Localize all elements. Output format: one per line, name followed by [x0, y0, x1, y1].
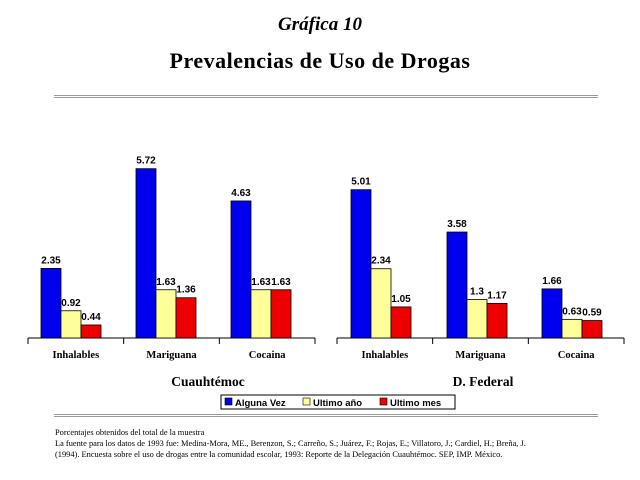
bar: [40, 268, 62, 339]
data-label: 0.92: [61, 298, 81, 309]
panel-title: Cuauhtémoc: [171, 374, 245, 389]
data-label: 5.01: [351, 177, 371, 188]
data-label: 1.63: [156, 277, 176, 288]
footnote-line: Porcentajes obtenidos del total de la mu…: [55, 428, 205, 437]
bar: [80, 324, 102, 339]
footnotes: Porcentajes obtenidos del total de la mu…: [55, 427, 615, 460]
chart-supertitle: Gráfica 10: [278, 14, 362, 35]
data-label: 0.44: [81, 312, 101, 323]
data-label: 1.36: [176, 285, 196, 296]
bar: [370, 268, 392, 339]
legend-swatch: [379, 397, 388, 406]
chart-area: Inhalables2.350.920.44Mariguana5.721.631…: [27, 156, 625, 410]
data-label: 2.35: [41, 255, 61, 266]
legend-label: Alguna Vez: [235, 398, 286, 409]
chart-panel: Inhalables2.350.920.44Mariguana5.721.631…: [27, 156, 316, 389]
data-label: 1.63: [251, 277, 271, 288]
legend-box: [220, 394, 456, 410]
data-label: 1.3: [470, 287, 484, 298]
bar: [486, 302, 508, 339]
chart-title: Prevalencias de Uso de Drogas: [169, 48, 471, 73]
footnote-line: La fuente para los datos de 1993 fue: Me…: [55, 439, 526, 448]
bar: [230, 200, 252, 339]
bar: [390, 306, 412, 339]
footnote-line: (1994). Encuesta sobre el uso de drogas …: [55, 450, 503, 459]
legend-swatch: [302, 397, 311, 406]
category-label: Inhalables: [52, 350, 99, 361]
panel-title: D. Federal: [453, 374, 514, 389]
bar: [250, 289, 272, 339]
legend-label: Ultimo mes: [390, 398, 441, 409]
data-label: 1.66: [542, 276, 562, 287]
data-label: 1.05: [391, 294, 411, 305]
bar: [175, 297, 197, 339]
category-label: Mariguana: [455, 350, 506, 361]
bar: [350, 189, 372, 339]
data-label: 3.58: [447, 219, 467, 230]
category-label: Inhalables: [361, 350, 408, 361]
data-label: 1.63: [271, 277, 291, 288]
data-label: 2.34: [371, 256, 391, 267]
bar: [581, 320, 603, 339]
data-label: 4.63: [231, 188, 251, 199]
category-label: Mariguana: [146, 350, 197, 361]
top-divider: [54, 95, 598, 98]
bar: [60, 310, 82, 339]
data-label: 5.72: [136, 156, 156, 167]
bottom-divider: [54, 414, 598, 417]
legend-swatch: [224, 397, 233, 406]
category-label: Cocaina: [249, 350, 287, 361]
data-label: 0.59: [582, 308, 602, 319]
data-label: 0.63: [562, 306, 582, 317]
legend: Alguna Vez Ultimo año Ultimo mes: [220, 394, 456, 410]
bar: [155, 289, 177, 339]
bar: [541, 288, 563, 339]
bar: [270, 289, 292, 339]
bar: [446, 231, 468, 339]
data-label: 1.17: [487, 290, 507, 301]
bar: [466, 299, 488, 339]
bar: [561, 318, 583, 339]
category-label: Cocaina: [558, 350, 596, 361]
legend-label: Ultimo año: [313, 398, 362, 409]
bar: [135, 168, 157, 339]
